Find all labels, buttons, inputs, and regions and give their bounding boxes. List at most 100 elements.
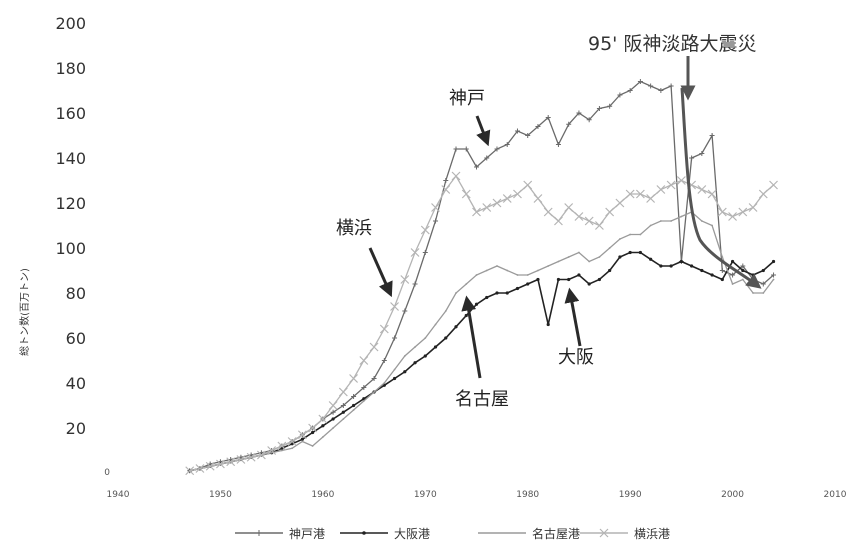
data-point xyxy=(461,189,471,199)
data-point xyxy=(185,466,195,476)
data-point xyxy=(371,376,377,381)
data-point xyxy=(605,207,615,217)
data-point xyxy=(546,322,550,327)
x-tick-label: 1950 xyxy=(209,490,232,500)
data-point xyxy=(545,115,551,120)
series-line xyxy=(189,211,775,472)
data-point xyxy=(709,133,715,138)
data-point xyxy=(403,370,407,374)
data-point xyxy=(618,255,622,259)
data-point xyxy=(535,124,541,129)
data-point xyxy=(656,185,666,194)
data-point xyxy=(717,207,727,217)
annotation-kobe: 神戸 xyxy=(449,88,485,109)
data-point xyxy=(516,274,519,276)
data-point xyxy=(596,106,602,111)
data-point xyxy=(301,440,304,443)
data-point xyxy=(690,264,694,268)
data-point xyxy=(330,409,336,415)
data-point xyxy=(504,142,510,147)
data-point xyxy=(321,436,324,438)
data-point xyxy=(506,269,509,272)
data-point xyxy=(669,264,673,268)
data-point xyxy=(730,272,736,278)
data-point xyxy=(577,273,581,277)
data-point xyxy=(383,382,386,384)
data-point xyxy=(472,207,481,217)
data-point xyxy=(648,83,654,89)
data-point xyxy=(526,282,530,286)
data-point xyxy=(422,250,428,255)
data-point xyxy=(567,256,570,258)
data-point xyxy=(751,273,755,277)
data-point xyxy=(728,212,737,221)
data-point xyxy=(533,194,543,203)
data-point xyxy=(318,414,328,424)
data-point xyxy=(308,423,318,433)
data-point xyxy=(321,424,325,428)
data-point xyxy=(362,400,365,402)
data-point xyxy=(761,268,765,273)
series-3 xyxy=(188,211,775,472)
data-point xyxy=(216,459,225,469)
data-point xyxy=(331,417,335,421)
data-point xyxy=(762,292,765,294)
data-point xyxy=(629,233,632,236)
data-point xyxy=(598,256,601,258)
data-point xyxy=(557,260,560,263)
data-point xyxy=(567,277,571,282)
data-point xyxy=(554,216,563,226)
data-point xyxy=(699,151,705,156)
data-point xyxy=(586,117,592,123)
data-point xyxy=(707,189,717,199)
data-point xyxy=(607,103,613,109)
data-point xyxy=(379,324,389,334)
data-point xyxy=(771,259,776,264)
data-point xyxy=(311,445,314,447)
data-point xyxy=(711,224,713,227)
data-point xyxy=(494,146,500,152)
data-point xyxy=(752,292,754,294)
arrow-nagoya xyxy=(461,295,482,379)
data-point xyxy=(410,248,420,257)
data-point xyxy=(741,268,745,273)
y-tick-label: 100 xyxy=(55,239,86,258)
series-2 xyxy=(188,250,776,473)
data-point xyxy=(720,277,724,282)
data-point xyxy=(226,457,236,467)
y-tick-label: 40 xyxy=(66,374,86,393)
data-point xyxy=(758,189,768,199)
legend-item: 大阪港 xyxy=(340,527,430,541)
y-tick-label: 80 xyxy=(66,284,86,303)
data-point xyxy=(658,88,664,93)
data-point xyxy=(649,224,652,227)
data-point xyxy=(381,358,387,363)
data-point xyxy=(369,342,379,352)
data-point xyxy=(485,295,489,300)
data-point xyxy=(451,171,461,181)
data-point xyxy=(771,272,777,278)
legend-marker xyxy=(256,530,262,536)
data-point xyxy=(513,189,522,199)
data-point xyxy=(566,121,572,127)
data-point xyxy=(403,355,406,357)
data-point xyxy=(502,194,512,203)
x-tick-label: 1960 xyxy=(311,490,334,500)
data-point xyxy=(659,264,663,268)
data-point xyxy=(474,302,479,306)
data-point xyxy=(526,274,529,276)
data-point xyxy=(514,128,520,134)
data-point xyxy=(463,146,469,152)
x-tick-label: 1970 xyxy=(414,490,437,500)
data-point xyxy=(485,269,488,272)
data-point xyxy=(412,281,418,287)
data-point xyxy=(236,455,246,464)
data-point xyxy=(351,394,357,399)
data-point xyxy=(423,354,427,358)
data-point xyxy=(352,409,355,411)
data-point xyxy=(748,203,758,212)
x-tick-label: 1980 xyxy=(516,490,539,500)
data-point xyxy=(433,345,438,349)
annotation-arrows xyxy=(368,56,762,379)
annotation-yokohama: 横浜 xyxy=(336,218,372,239)
